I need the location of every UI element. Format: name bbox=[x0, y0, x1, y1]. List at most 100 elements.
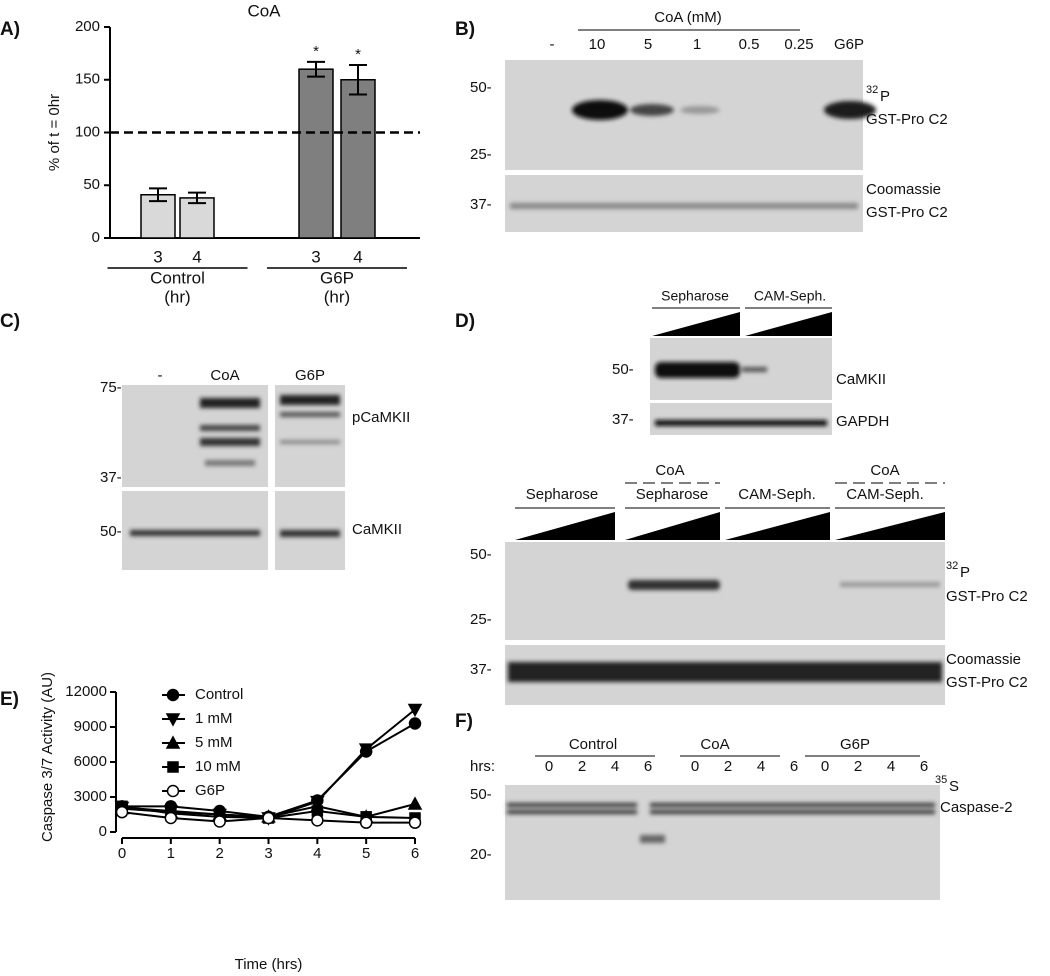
isotope: 35 bbox=[935, 774, 947, 786]
hrs-label: hrs: bbox=[470, 758, 495, 775]
lane: 0 bbox=[691, 758, 699, 775]
y-tick-label: 0 bbox=[92, 229, 100, 246]
lane: G6P bbox=[834, 36, 864, 53]
mw-marker: 50- bbox=[100, 523, 122, 540]
mw-marker: 25- bbox=[470, 146, 492, 163]
mw-marker: 50- bbox=[612, 361, 634, 378]
marker bbox=[407, 703, 423, 718]
lane: 0.25 bbox=[784, 36, 813, 53]
marker bbox=[165, 713, 181, 727]
header: CAM-Seph. bbox=[846, 486, 924, 503]
y-tick-label: 100 bbox=[75, 123, 100, 140]
lane: 10 bbox=[589, 36, 606, 53]
marker bbox=[165, 735, 181, 749]
x-tick-label: 5 bbox=[362, 845, 370, 862]
lane: 5 bbox=[644, 36, 652, 53]
header: G6P bbox=[840, 736, 870, 753]
y-tick-label: 0 bbox=[99, 823, 107, 840]
label: Caspase-2 bbox=[940, 799, 1013, 816]
wedges bbox=[515, 512, 945, 540]
marker bbox=[358, 743, 374, 757]
marker bbox=[311, 814, 324, 827]
marker bbox=[407, 796, 423, 810]
marker bbox=[213, 815, 226, 828]
bar bbox=[298, 68, 334, 239]
significance: * bbox=[355, 46, 361, 63]
label: pCaMKII bbox=[352, 409, 410, 426]
lane: - bbox=[550, 36, 555, 53]
group-label: G6P bbox=[320, 268, 354, 287]
y-tick-label: 50 bbox=[83, 176, 100, 193]
mw-marker: 37- bbox=[470, 196, 492, 213]
y-axis-label: Caspase 3/7 Activity (AU) bbox=[39, 672, 56, 842]
label: Coomassie bbox=[946, 651, 1021, 668]
panel-label: B) bbox=[455, 19, 475, 40]
treatment: CoA bbox=[870, 462, 899, 479]
bands bbox=[655, 362, 827, 426]
wedge bbox=[652, 312, 740, 336]
wedge bbox=[745, 312, 832, 336]
x-tick-label: 3 bbox=[153, 247, 162, 266]
x-tick-label: 3 bbox=[264, 845, 272, 862]
mw-marker: 75- bbox=[100, 379, 122, 396]
element: P bbox=[880, 88, 890, 105]
blot bbox=[505, 60, 863, 170]
bar bbox=[340, 79, 376, 239]
group-label: Control bbox=[150, 268, 205, 287]
marker bbox=[166, 688, 180, 702]
header: Sepharose bbox=[636, 486, 709, 503]
legend-label: G6P bbox=[195, 782, 225, 799]
marker bbox=[164, 811, 178, 825]
lane: 6 bbox=[644, 758, 652, 775]
lane: 4 bbox=[757, 758, 765, 775]
header: CoA (mM) bbox=[654, 9, 722, 26]
legend-label: 1 mM bbox=[195, 710, 233, 727]
header: CoA bbox=[700, 736, 729, 753]
label: GST-Pro C2 bbox=[866, 111, 948, 128]
mw-marker: 37- bbox=[470, 661, 492, 678]
header: Sepharose bbox=[661, 288, 729, 304]
y-axis-label: % of t = 0hr bbox=[46, 94, 63, 171]
panel-label: D) bbox=[455, 311, 475, 332]
lane: - bbox=[158, 367, 163, 384]
label: GST-Pro C2 bbox=[946, 674, 1028, 691]
element: S bbox=[949, 778, 959, 795]
marker bbox=[408, 717, 422, 730]
mw-marker: 37- bbox=[100, 469, 122, 486]
y-tick-label: 12000 bbox=[65, 683, 107, 700]
mw-marker: 50- bbox=[470, 546, 492, 563]
x-tick-label: 2 bbox=[215, 845, 223, 862]
bar bbox=[179, 197, 215, 239]
group-unit: (hr) bbox=[324, 287, 350, 306]
marker bbox=[359, 816, 373, 829]
blot bbox=[505, 785, 940, 900]
lane: 2 bbox=[578, 758, 586, 775]
lane: 6 bbox=[790, 758, 798, 775]
y-tick-label: 9000 bbox=[74, 718, 107, 735]
mw-marker: 20- bbox=[470, 846, 492, 863]
y-tick-label: 3000 bbox=[74, 788, 107, 805]
x-tick-label: 1 bbox=[167, 845, 175, 862]
lane: 6 bbox=[920, 758, 928, 775]
panel-label: F) bbox=[455, 711, 473, 732]
x-tick-label: 3 bbox=[311, 247, 320, 266]
bands bbox=[508, 580, 942, 682]
lane: 2 bbox=[854, 758, 862, 775]
panel-label: E) bbox=[0, 689, 19, 710]
marker bbox=[408, 816, 422, 829]
panel-label: A) bbox=[0, 19, 20, 40]
lane: 4 bbox=[611, 758, 619, 775]
isotope: 32 bbox=[866, 84, 878, 96]
mw-marker: 50- bbox=[470, 786, 492, 803]
x-tick-label: 4 bbox=[313, 845, 321, 862]
lane: 4 bbox=[887, 758, 895, 775]
lane: CoA bbox=[210, 367, 239, 384]
header: Sepharose bbox=[526, 486, 599, 503]
element: P bbox=[960, 564, 970, 581]
x-tick-label: 4 bbox=[192, 247, 201, 266]
blot bbox=[505, 542, 945, 640]
label: GAPDH bbox=[836, 413, 889, 430]
label: GST-Pro C2 bbox=[946, 588, 1028, 605]
marker bbox=[167, 761, 179, 773]
